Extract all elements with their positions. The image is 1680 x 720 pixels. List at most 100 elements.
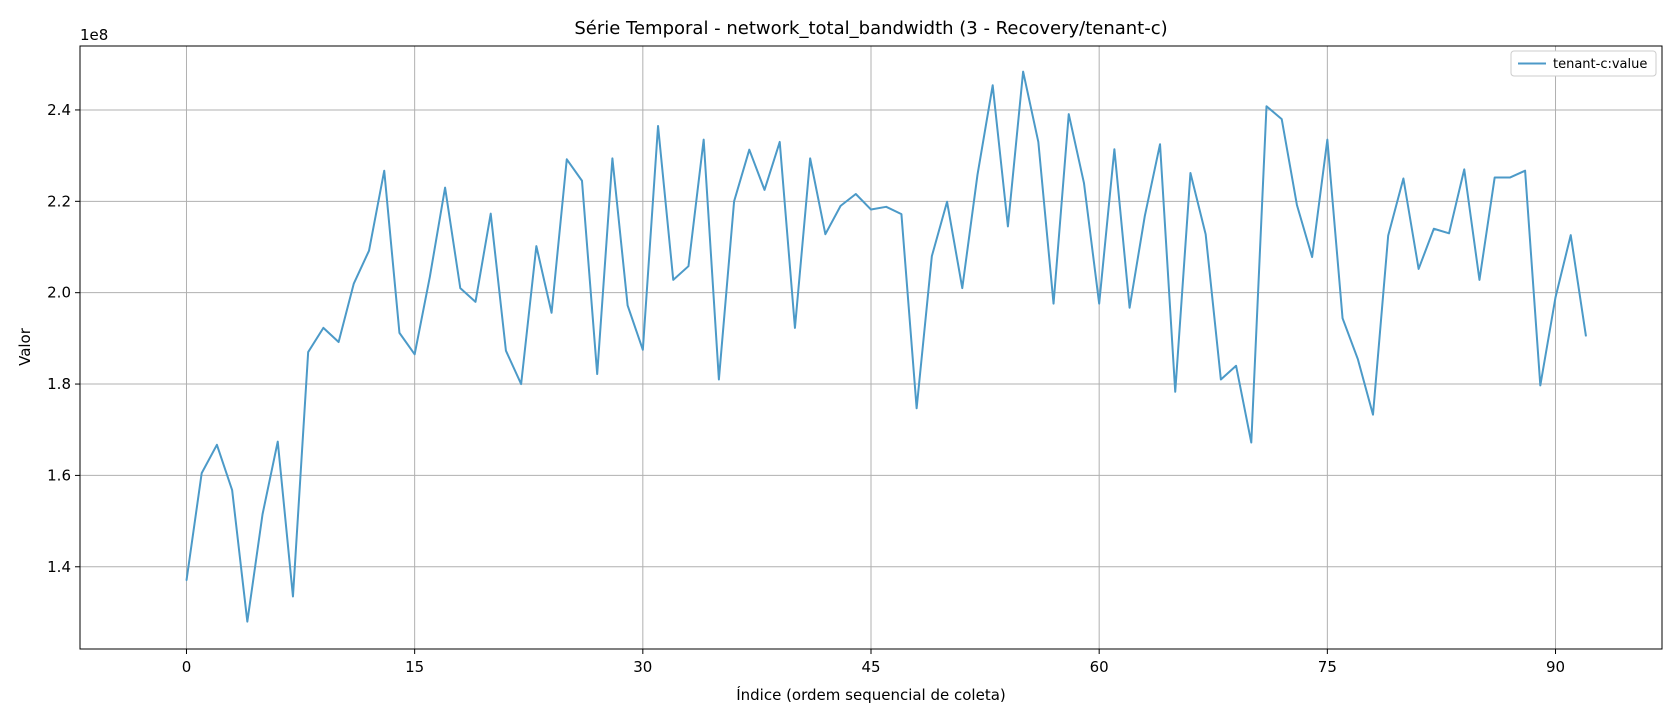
data-point bbox=[1281, 118, 1283, 120]
data-point bbox=[1113, 148, 1115, 150]
data-point bbox=[201, 472, 203, 474]
data-point bbox=[398, 332, 401, 334]
data-point bbox=[885, 206, 887, 208]
data-point bbox=[1296, 204, 1298, 206]
x-axis-label: Índice (ordem sequencial de coleta) bbox=[736, 685, 1006, 704]
data-point bbox=[748, 149, 750, 151]
data-point bbox=[185, 579, 188, 582]
data-point bbox=[246, 620, 248, 623]
data-point bbox=[216, 444, 218, 446]
data-point bbox=[855, 193, 857, 195]
data-point bbox=[642, 349, 644, 351]
chart-title: Série Temporal - network_total_bandwidth… bbox=[574, 18, 1167, 39]
data-point bbox=[1068, 113, 1070, 115]
data-point bbox=[1083, 182, 1085, 184]
data-point bbox=[1205, 233, 1207, 235]
data-point bbox=[1463, 168, 1465, 170]
data-point bbox=[961, 287, 963, 289]
data-point bbox=[277, 441, 279, 443]
data-point bbox=[824, 233, 826, 235]
data-point bbox=[627, 304, 629, 307]
y-tick-label: 2.2 bbox=[47, 192, 71, 210]
data-point bbox=[1037, 141, 1039, 143]
data-point bbox=[992, 84, 994, 86]
data-point bbox=[1189, 172, 1192, 174]
y-tick-label: 1.4 bbox=[47, 558, 71, 576]
data-point bbox=[368, 250, 370, 252]
data-point bbox=[490, 213, 492, 215]
x-tick-label: 30 bbox=[633, 658, 652, 676]
data-point bbox=[429, 276, 431, 278]
data-point bbox=[1326, 139, 1328, 141]
x-tick-label: 90 bbox=[1546, 658, 1565, 676]
data-point bbox=[839, 205, 842, 207]
data-point bbox=[657, 125, 659, 127]
data-point bbox=[763, 189, 766, 191]
legend-label: tenant-c:value bbox=[1553, 57, 1647, 72]
data-point bbox=[520, 383, 522, 385]
data-point bbox=[1022, 70, 1024, 73]
x-tick-label: 15 bbox=[405, 658, 424, 676]
data-point bbox=[505, 350, 507, 352]
data-point bbox=[353, 282, 355, 285]
data-point bbox=[1554, 296, 1557, 298]
data-point bbox=[916, 407, 918, 409]
data-point bbox=[322, 327, 324, 329]
y-tick-label: 2.0 bbox=[47, 284, 71, 302]
y-tick-label: 2.4 bbox=[47, 101, 71, 119]
data-point bbox=[1478, 279, 1481, 281]
data-point bbox=[1433, 228, 1435, 230]
data-point bbox=[931, 255, 933, 257]
data-point bbox=[292, 595, 294, 598]
x-axis: 0 15 30 45 60 75 90 bbox=[182, 649, 1565, 676]
data-point bbox=[1539, 384, 1541, 387]
data-point bbox=[1007, 225, 1009, 228]
data-point bbox=[1129, 307, 1131, 309]
legend-box bbox=[1510, 50, 1657, 77]
data-point bbox=[1159, 143, 1161, 145]
data-point bbox=[733, 200, 735, 202]
data-point bbox=[383, 170, 385, 172]
data-point bbox=[459, 287, 461, 289]
data-point bbox=[1357, 358, 1359, 360]
data-point bbox=[1235, 365, 1237, 367]
data-point bbox=[1494, 176, 1496, 179]
data-point bbox=[566, 158, 568, 160]
x-tick-label: 0 bbox=[182, 658, 192, 676]
data-point bbox=[1402, 177, 1404, 180]
data-point bbox=[1524, 170, 1526, 172]
y-tick-label: 1.6 bbox=[47, 466, 71, 484]
data-point bbox=[261, 513, 264, 515]
data-point bbox=[1265, 105, 1268, 107]
data-point bbox=[718, 378, 720, 381]
data-point bbox=[779, 141, 781, 143]
data-point bbox=[1220, 378, 1222, 381]
data-point bbox=[550, 312, 553, 314]
data-point bbox=[1418, 268, 1420, 270]
data-point bbox=[687, 265, 690, 267]
data-point bbox=[231, 489, 233, 491]
data-point bbox=[900, 213, 903, 215]
data-point bbox=[1372, 414, 1374, 416]
y-tick-label: 1.8 bbox=[47, 375, 71, 393]
data-point bbox=[611, 157, 614, 159]
data-point bbox=[535, 245, 537, 247]
data-point bbox=[703, 139, 705, 141]
x-tick-label: 75 bbox=[1318, 658, 1337, 676]
series-layer bbox=[185, 70, 1587, 623]
data-point bbox=[596, 373, 598, 375]
data-point bbox=[1387, 234, 1389, 237]
data-point bbox=[1585, 335, 1587, 337]
y-axis: 1.4 1.6 1.8 2.0 2.2 2.4 bbox=[47, 101, 80, 576]
data-point bbox=[794, 327, 796, 329]
x-tick-label: 45 bbox=[861, 658, 880, 676]
legend: tenant-c:value bbox=[1510, 50, 1657, 77]
data-point bbox=[1052, 303, 1055, 305]
data-point bbox=[1250, 441, 1252, 444]
data-point bbox=[1448, 232, 1450, 234]
data-point bbox=[444, 187, 446, 189]
data-point bbox=[809, 157, 811, 159]
data-point bbox=[1098, 303, 1100, 305]
